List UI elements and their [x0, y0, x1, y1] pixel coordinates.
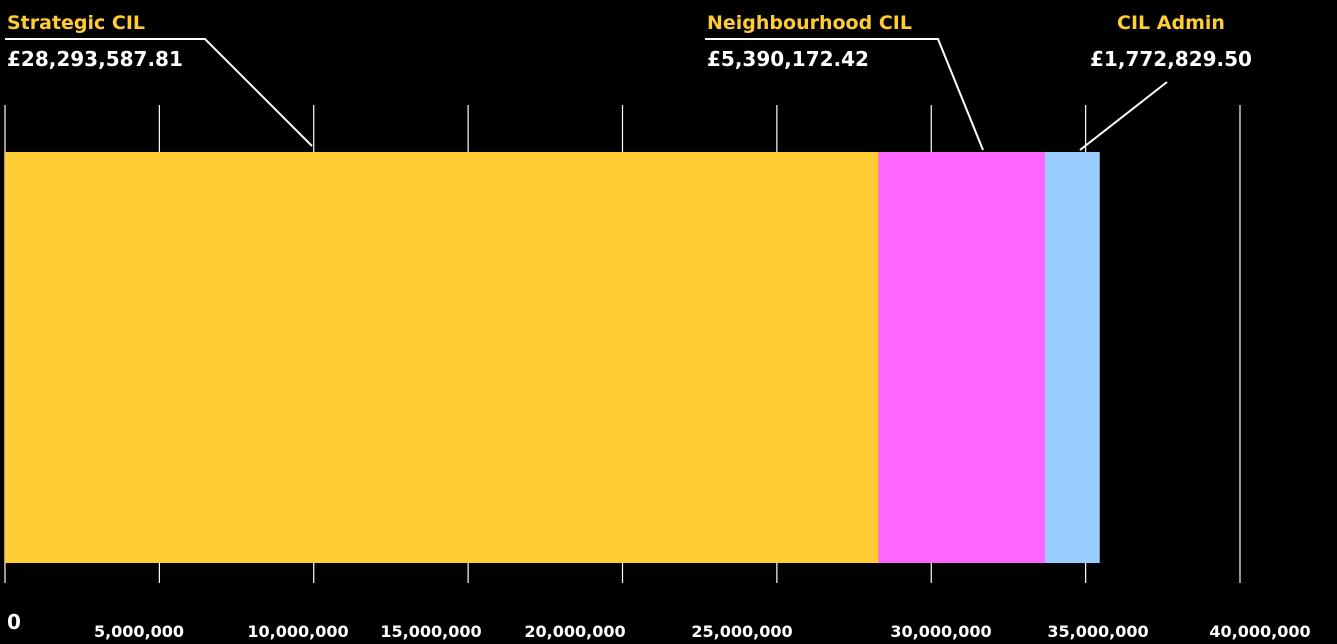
tick-label-30-000-000: 30,000,000 — [890, 622, 991, 641]
leader-lines — [5, 38, 1168, 151]
value-label-neighbourhood-cil: £5,390,172.42 — [707, 47, 869, 71]
tick-label-10-000-000: 10,000,000 — [247, 622, 348, 641]
value-label-strategic-cil: £28,293,587.81 — [7, 47, 183, 71]
bar-segment-strategic-cil — [5, 152, 879, 563]
segment-labels: Strategic CIL £28,293,587.81 Neighbourho… — [7, 12, 1252, 71]
category-label-strategic-cil: Strategic CIL — [7, 12, 145, 34]
leader-line-cil-admin — [1079, 81, 1168, 151]
tick-label-25-000-000: 25,000,000 — [691, 622, 792, 641]
leader-line-neighbourhood-cil — [705, 38, 984, 151]
bar-segment-cil-admin — [1044, 152, 1100, 563]
x-axis-tick-labels: 0 5,000,000 10,000,000 15,000,000 20,000,000… — [7, 610, 1311, 641]
tick-label-0: 0 — [7, 610, 21, 634]
tick-label-20-000-000: 20,000,000 — [524, 622, 625, 641]
category-label-cil-admin: CIL Admin — [1117, 12, 1225, 34]
tick-label-15-000-000: 15,000,000 — [380, 622, 481, 641]
category-label-neighbourhood-cil: Neighbourhood CIL — [707, 12, 912, 34]
bar-segment-neighbourhood-cil — [878, 152, 1045, 563]
tick-label-40-000-000: 40,000,000 — [1209, 622, 1310, 641]
leader-line-strategic-cil — [5, 38, 313, 147]
bar-segments — [5, 152, 1100, 563]
tick-label-35-000-000: 35,000,000 — [1047, 622, 1148, 641]
tick-label-5-000-000: 5,000,000 — [94, 622, 184, 641]
value-label-cil-admin: £1,772,829.50 — [1090, 47, 1252, 71]
